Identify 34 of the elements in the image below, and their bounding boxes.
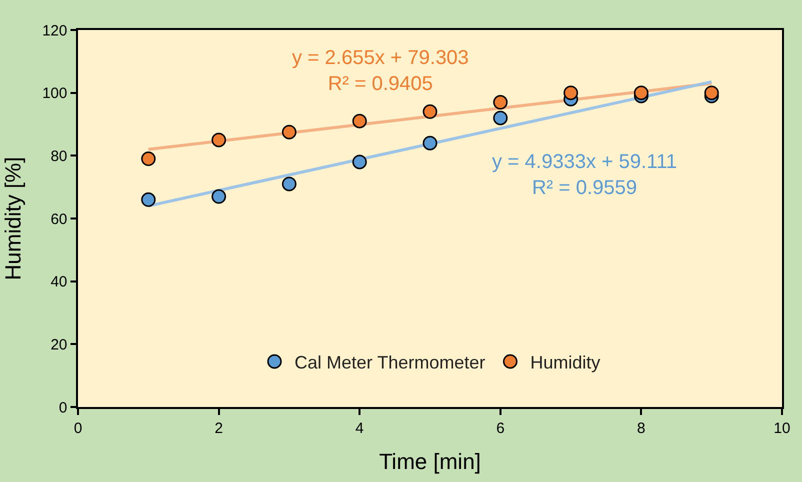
y-tick-label: 0 [58,399,68,416]
point [141,192,156,207]
point [634,86,648,100]
x-tick-label: 8 [637,420,646,437]
point [493,110,508,126]
point [141,152,156,166]
y-tick-label: 40 [50,274,68,291]
point [704,86,719,100]
point [493,95,508,110]
point [352,114,367,128]
point [282,124,296,140]
x-tick-label: 2 [214,420,223,437]
point [212,189,226,204]
point [282,176,296,192]
annotation: y = 2.655x + 79.303 R² = 0.9405 [292,47,469,95]
point [212,132,226,148]
y-axis-title: Humidity [%] [0,156,26,280]
annotation: y = 4.9333x + 59.111 R² = 0.9559 [492,151,677,199]
point [422,136,438,150]
point [352,154,367,170]
legend-label: Humidity [530,352,600,372]
y-tick-label: 80 [50,148,68,165]
x-tick-label: 10 [774,420,790,437]
x-tick-label: 0 [74,420,82,437]
y-tick-label: 120 [42,22,68,40]
y-tick-label: 20 [50,336,68,354]
x-tick-label: 4 [355,420,364,437]
point [422,104,438,119]
x-tick-label: 6 [496,420,505,437]
y-tick-label: 60 [50,210,68,228]
x-axis-title: Time [min] [379,449,481,474]
y-tick-label: 100 [42,85,68,102]
point [564,86,578,100]
legend-label: Cal Meter Thermometer [294,352,486,372]
